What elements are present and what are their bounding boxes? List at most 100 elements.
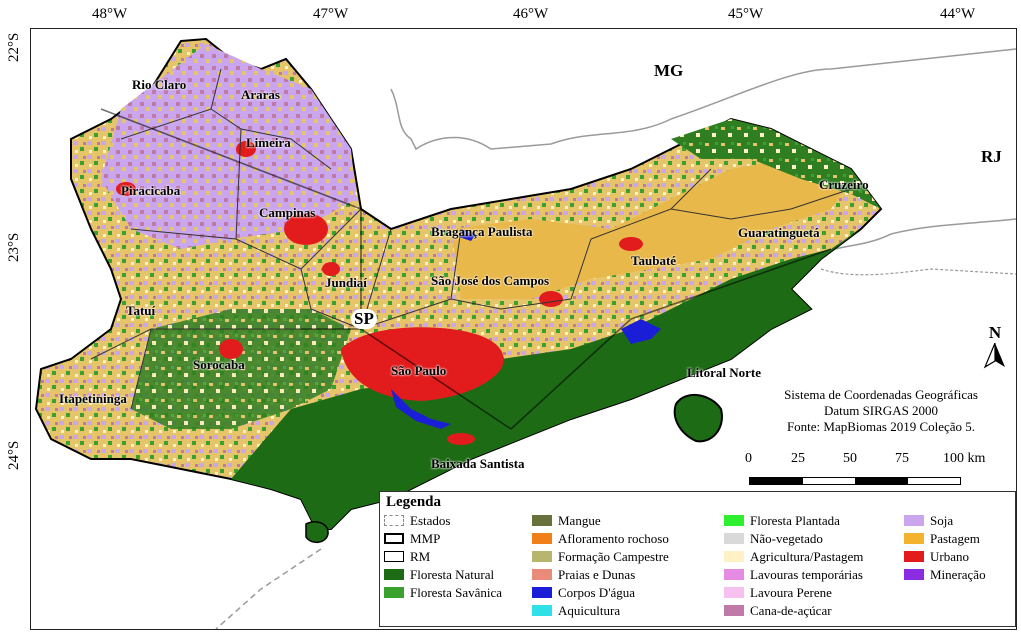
land-cover-map bbox=[34, 37, 1016, 629]
urban-jundiai bbox=[322, 262, 340, 276]
sp-label: SP bbox=[351, 309, 377, 329]
info-source: Fonte: MapBiomas 2019 Coleção 5. bbox=[786, 419, 976, 434]
island-ilhabela bbox=[673, 394, 723, 443]
north-arrow-icon bbox=[983, 342, 1005, 369]
legend-item: Agricultura/Pastagem bbox=[724, 548, 863, 565]
legend-label: Floresta Savânica bbox=[410, 584, 503, 600]
island-small bbox=[305, 521, 329, 543]
legend-label: Pastagem bbox=[930, 530, 980, 546]
legend: Legenda Estados MMP RM Floresta Natural Flor… bbox=[379, 491, 1016, 627]
legend-label: Mangue bbox=[558, 512, 601, 528]
lon-tick-44w: 44°W bbox=[940, 6, 976, 22]
legend-swatch bbox=[724, 515, 744, 526]
scale-label-75: 75 bbox=[895, 451, 909, 466]
coastal-forest bbox=[231, 229, 861, 529]
mmp-boundaries bbox=[100, 108, 832, 430]
scale-label-25: 25 bbox=[791, 451, 805, 466]
legend-item: Estados bbox=[384, 512, 450, 529]
info-coord-system: Sistema de Coordenadas Geográficas bbox=[784, 387, 978, 402]
legend-label: Afloramento rochoso bbox=[558, 530, 669, 546]
urban-sorocaba bbox=[219, 339, 243, 359]
lon-tick-45w: 45°W bbox=[728, 6, 764, 22]
region-label-sao-jose-dos-campos: São José dos Campos bbox=[431, 273, 550, 288]
legend-swatch bbox=[532, 587, 552, 598]
legend-label: Floresta Natural bbox=[410, 566, 495, 582]
legend-item: Afloramento rochoso bbox=[532, 530, 669, 547]
urban-sjc bbox=[539, 291, 563, 307]
scale-bar-graphic bbox=[749, 477, 961, 485]
region-label-braganca-paulista: Bragança Paulista bbox=[431, 224, 533, 239]
legend-label: Lavouras temporárias bbox=[750, 566, 863, 582]
legend-swatch bbox=[384, 533, 404, 544]
sorocaba-green bbox=[131, 309, 351, 429]
region-label-tatui: Tatuí bbox=[126, 303, 156, 318]
legend-label: Mineração bbox=[930, 566, 986, 582]
region-label-rio-claro: Rio Claro bbox=[132, 77, 187, 92]
rm-boundaries bbox=[90, 68, 852, 410]
cane-area bbox=[101, 44, 356, 249]
state-border-rj-coast bbox=[820, 268, 1016, 276]
state-border-sea bbox=[215, 548, 322, 629]
legend-label: Aquicultura bbox=[558, 602, 621, 618]
legend-swatch bbox=[724, 551, 744, 562]
legend-item: Floresta Plantada bbox=[724, 512, 840, 529]
region-label-piracicaba: Piracicaba bbox=[121, 183, 181, 198]
region-label-litoral-norte: Litoral Norte bbox=[687, 365, 762, 380]
legend-item: Floresta Savânica bbox=[384, 584, 502, 601]
scale-label-0: 0 bbox=[745, 451, 752, 466]
scale-label-100: 100 km bbox=[943, 451, 986, 466]
legend-swatch bbox=[724, 605, 744, 616]
legend-label: MMP bbox=[410, 530, 441, 546]
legend-label: Praias e Dunas bbox=[558, 566, 636, 582]
region-label-sorocaba: Sorocaba bbox=[193, 357, 245, 372]
water-north bbox=[459, 229, 476, 241]
legend-swatch bbox=[532, 515, 552, 526]
legend-item: Não-vegetado bbox=[724, 530, 823, 547]
forest-patch-east bbox=[671, 119, 881, 209]
region-label-araras: Araras bbox=[241, 87, 280, 102]
legend-item: Lavouras temporárias bbox=[724, 566, 863, 583]
legend-label: Urbano bbox=[930, 548, 969, 564]
legend-swatch bbox=[384, 587, 404, 598]
legend-swatch bbox=[532, 569, 552, 580]
region-label-taubate: Taubaté bbox=[631, 253, 677, 268]
legend-item: Pastagem bbox=[904, 530, 980, 547]
region-label-limeira: Limeira bbox=[246, 135, 291, 150]
scale-bar: 0 25 50 75 100 km bbox=[745, 451, 1015, 491]
region-label-cruzeiro: Cruzeiro bbox=[819, 177, 869, 192]
north-arrow: N bbox=[983, 323, 1007, 371]
urban-limeira bbox=[236, 141, 256, 157]
legend-label: Corpos D'água bbox=[558, 584, 636, 600]
legend-label: Agricultura/Pastagem bbox=[750, 548, 864, 564]
legend-swatch bbox=[384, 515, 404, 526]
legend-item: Lavoura Perene bbox=[724, 584, 832, 601]
legend-item: Mineração bbox=[904, 566, 986, 583]
map-frame: MG RJ SP Rio Claro Araras Limeira Piraci… bbox=[30, 28, 1017, 630]
legend-swatch bbox=[532, 551, 552, 562]
legend-item: Formação Campestre bbox=[532, 548, 669, 565]
lat-tick-22s: 22°S bbox=[6, 32, 22, 62]
legend-label: Estados bbox=[410, 512, 451, 528]
water-billings bbox=[391, 389, 451, 429]
urban-santos bbox=[447, 433, 475, 445]
legend-item: Floresta Natural bbox=[384, 566, 494, 583]
lon-tick-46w: 46°W bbox=[513, 6, 549, 22]
legend-swatch bbox=[904, 569, 924, 580]
legend-label: Soja bbox=[930, 512, 954, 528]
info-datum: Datum SIRGAS 2000 bbox=[823, 403, 939, 418]
legend-item: RM bbox=[384, 548, 430, 565]
water-paraibuna bbox=[621, 319, 661, 344]
legend-swatch bbox=[532, 605, 552, 616]
state-label-mg: MG bbox=[654, 61, 684, 80]
legend-swatch bbox=[724, 533, 744, 544]
urban-piracicaba bbox=[116, 182, 136, 196]
region-label-guaratingueta: Guaratinguetá bbox=[738, 225, 820, 240]
region-label-baixada-santista: Baixada Santista bbox=[431, 456, 525, 471]
lon-tick-48w: 48°W bbox=[92, 6, 128, 22]
legend-item: Aquicultura bbox=[532, 602, 620, 619]
legend-item: Corpos D'água bbox=[532, 584, 635, 601]
region-label-campinas: Campinas bbox=[259, 205, 316, 220]
region-label-itapetininga: Itapetininga bbox=[59, 391, 127, 406]
legend-swatch bbox=[904, 533, 924, 544]
legend-label: Cana-de-açúcar bbox=[750, 602, 832, 618]
